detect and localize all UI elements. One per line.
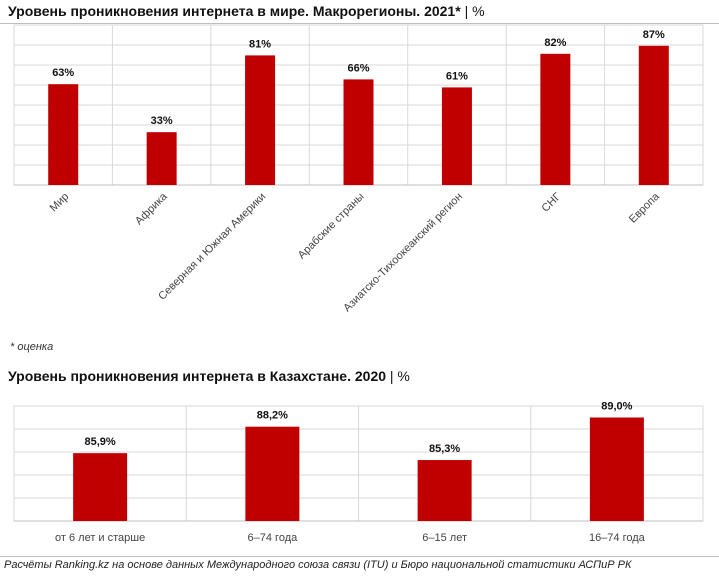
chart2-unit: | % <box>389 368 410 384</box>
chart1-data-label: 87% <box>643 29 665 41</box>
chart2-category-label: 16–74 года <box>589 532 646 544</box>
chart1-bar <box>245 55 276 186</box>
source-divider <box>0 556 719 557</box>
estimate-note: * оценка <box>10 341 54 353</box>
chart1-unit: | % <box>464 3 485 19</box>
chart2-category-label: от 6 лет и старше <box>55 532 145 544</box>
chart2-bar <box>73 453 128 521</box>
chart1-data-label: 61% <box>446 70 468 82</box>
chart1-bar <box>540 53 571 185</box>
chart2-data-label: 88,2% <box>257 410 288 422</box>
chart1-data-label: 66% <box>347 62 369 74</box>
chart2-bar <box>589 417 644 521</box>
chart1-data-label: 81% <box>249 38 271 50</box>
chart1-data-label: 63% <box>52 67 74 79</box>
chart1-bar <box>343 79 374 185</box>
chart2-title-text: Уровень проникновения интернета в Казахс… <box>8 368 387 384</box>
chart2-title: Уровень проникновения интернета в Казахс… <box>8 368 410 384</box>
chart1-bar <box>48 84 79 185</box>
chart2-bar <box>417 460 472 521</box>
chart2-category-label: 6–74 года <box>248 532 299 544</box>
chart2-data-label: 85,3% <box>429 443 460 455</box>
source-note: Расчёты Ranking.kz на основе данных Межд… <box>4 559 632 571</box>
chart1-data-label: 82% <box>544 37 566 49</box>
chart2-data-label: 89,0% <box>601 401 632 413</box>
chart1-data-label: 33% <box>151 115 173 127</box>
chart2-data-label: 85,9% <box>85 436 116 448</box>
chart1-bar <box>441 87 472 185</box>
chart1-bar <box>638 45 669 185</box>
top-divider <box>0 23 719 24</box>
chart1-title-text: Уровень проникновения интернета в мире. … <box>8 3 461 19</box>
chart2-bar <box>245 426 300 521</box>
chart1-title: Уровень проникновения интернета в мире. … <box>8 3 485 19</box>
chart2-category-label: 6–15 лет <box>422 532 467 544</box>
chart1-bar <box>146 132 177 185</box>
